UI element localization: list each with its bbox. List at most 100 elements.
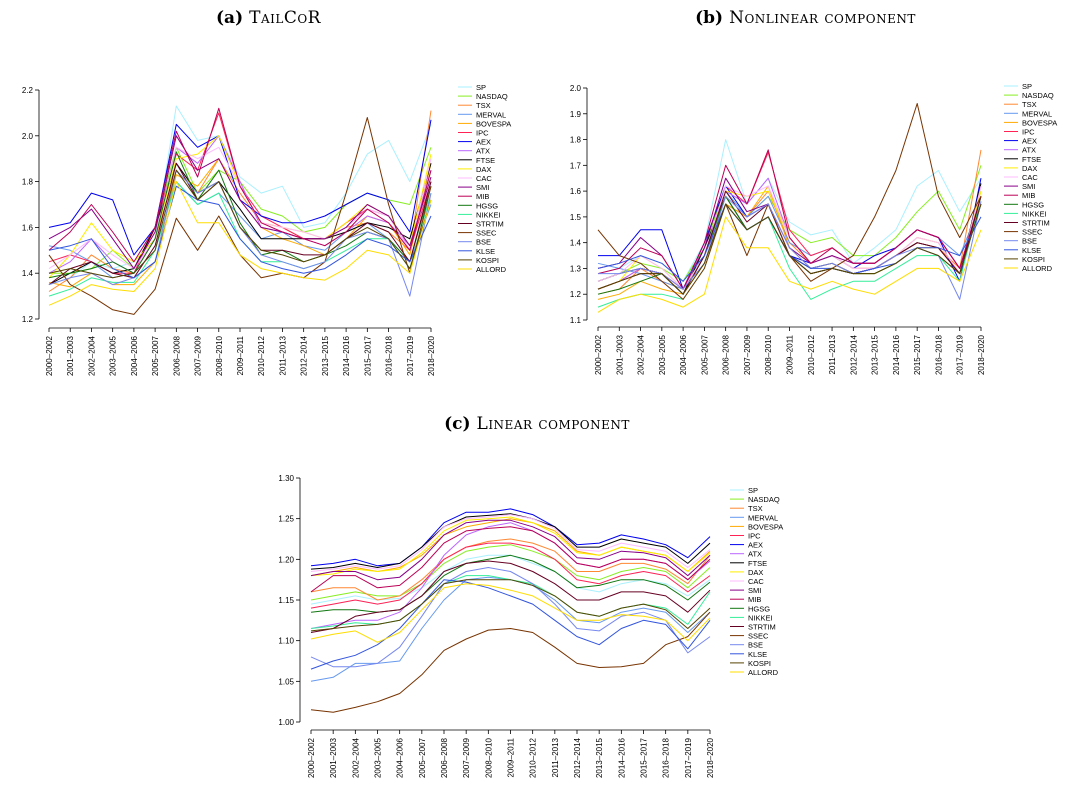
chart-b-series-ssec [597,103,982,300]
chart-b-x-tick-label: 2004–2006 [679,334,688,375]
chart-b-y-tick-label: 1.3 [570,264,582,273]
chart-a-legend-label: SSEC [476,229,497,238]
chart-b-y-tick-label: 1.9 [570,110,582,119]
chart-a-legend-label: ATX [476,147,490,156]
chart-a-x-tick-label: 2017–2019 [406,335,415,376]
chart-a-x-tick-label: 2014–2016 [342,335,351,376]
chart-a-x-tick-label: 2004–2006 [130,335,139,376]
chart-c-series-aex [310,508,711,567]
panel-b-name: Nonlinear component [729,8,916,28]
panel-c-tag: (c) [444,414,471,434]
chart-c-y-tick-label: 1.00 [278,718,294,727]
chart-a-y-tick-label: 2.0 [22,132,34,141]
chart-b-legend-label: NIKKEI [1022,209,1047,218]
chart-b-legend-label: BOVESPA [1022,118,1057,127]
chart-b-series-nasdaq [597,165,982,282]
chart-b-x-tick-label: 2008–2010 [764,334,773,375]
panel-b-tag: (b) [695,8,724,28]
chart-a-series-klse [48,185,432,279]
chart-c-x-tick-label: 2010–2012 [529,737,538,778]
chart-b-legend-label: CAC [1022,173,1038,182]
chart-a-legend-label: CAC [476,174,492,183]
chart-a-legend-label: MERVAL [476,110,506,119]
chart-a-series-allord [48,181,432,306]
chart-c-x-tick-label: 2017–2019 [684,737,693,778]
chart-a-series-atx [48,135,432,274]
chart-a-legend-label: HGSG [476,201,498,210]
chart-c-legend-label: FTSE [748,559,767,568]
chart-c-legend-label: DAX [748,568,763,577]
chart-c-y-tick-label: 1.15 [278,596,294,605]
chart-c-series-allord [310,583,711,643]
chart-b-y-tick-label: 2.0 [570,84,582,93]
chart-b-legend-label: NASDAQ [1022,91,1054,100]
chart-c-series-cac [310,514,711,572]
panel-c-title-wrap: (c) Linear component [0,414,1074,440]
chart-c-y-tick-label: 1.25 [278,515,294,524]
chart-c-legend-label: ALLORD [748,668,779,677]
chart-b-series-nikkei [597,196,982,308]
chart-c-x-tick-label: 2003–2005 [374,737,383,778]
chart-b-x-tick-label: 2001–2003 [615,334,624,375]
chart-a-x-tick-label: 2013–2015 [321,335,330,376]
chart-a-x-tick-label: 2018–2020 [427,335,436,376]
chart-b-series-sp [597,139,982,282]
panel-a-title: (a) TailCoR [0,8,537,28]
chart-c-x-tick-label: 2016–2018 [662,737,671,778]
chart-a-legend-label: AEX [476,138,491,147]
chart-b-legend-label: SMI [1022,182,1035,191]
chart-b-legend-label: KLSE [1022,246,1041,255]
chart-b-x-tick-label: 2011–2013 [828,334,837,374]
chart-a-x-tick-label: 2005–2007 [151,335,160,376]
chart-c-y-tick-label: 1.20 [278,555,294,564]
chart-a-series-aex [48,119,432,256]
chart-b-legend-label: MERVAL [1022,109,1052,118]
chart-b-x-tick-label: 2003–2005 [658,334,667,375]
chart-b-x-tick-label: 2012–2014 [849,334,858,375]
chart-a-y-tick-label: 2.2 [22,86,34,95]
chart-b-legend-label: DAX [1022,164,1037,173]
chart-b-y-tick-label: 1.5 [570,213,582,222]
chart-b-y-tick-label: 1.8 [570,136,582,145]
chart-a-x-tick-label: 2003–2005 [109,335,118,376]
chart-c-x-tick-label: 2018–2020 [706,737,715,778]
chart-c-x-tick-label: 2006–2008 [440,737,449,778]
chart-a-x-tick-label: 2001–2003 [66,335,75,376]
chart-c-legend-label: TSX [748,504,763,513]
chart-c-series-tsx [310,538,711,601]
chart-a-x-tick-label: 2010–2012 [257,335,266,376]
chart-a-legend-label: STRTIM [476,220,504,229]
chart-b-legend-label: BSE [1022,237,1037,246]
chart-c-legend-label: KOSPI [748,659,771,668]
chart-c-y-tick-label: 1.10 [278,637,294,646]
chart-c-series-klse [310,579,711,670]
panel-c-title: (c) Linear component [0,414,1074,434]
chart-c-legend-label: MERVAL [748,513,778,522]
chart-a-legend-label: MIB [476,192,489,201]
chart-b-x-tick-label: 2000–2002 [594,334,603,375]
panel-b-title-wrap: (b) Nonlinear component [537,8,1074,34]
chart-c-series-dax [310,516,711,577]
chart-a-x-tick-label: 2008–2010 [215,335,224,376]
chart-b-x-tick-label: 2009–2011 [786,334,795,374]
chart-b-legend-label: IPC [1022,128,1035,137]
chart-c-legend-label: BSE [748,641,763,650]
panel-a-name: TailCoR [249,8,321,28]
chart-a-series-dax [48,135,432,279]
chart-a-legend-label: IPC [476,129,489,138]
chart-a-series-kospi [48,169,432,279]
chart-b-legend-label: AEX [1022,137,1037,146]
chart-c-series-ssec [310,611,711,713]
chart-b-y-tick-label: 1.4 [570,239,582,248]
chart-c-legend-label: NIKKEI [748,613,773,622]
chart-a-legend-label: NASDAQ [476,92,508,101]
chart-c-legend-label: ATX [748,550,762,559]
chart-c-series-kospi [310,579,711,632]
chart-b-x-tick-label: 2015–2017 [913,334,922,375]
panel-a-title-wrap: (a) TailCoR [0,8,537,34]
chart-c-legend-label: STRTIM [748,623,776,632]
chart-c-y-tick-label: 1.30 [278,474,294,483]
chart-b-legend-label: SP [1022,82,1032,91]
chart-c-x-tick-label: 2015–2017 [640,737,649,778]
chart-b-legend-label: STRTIM [1022,219,1050,228]
